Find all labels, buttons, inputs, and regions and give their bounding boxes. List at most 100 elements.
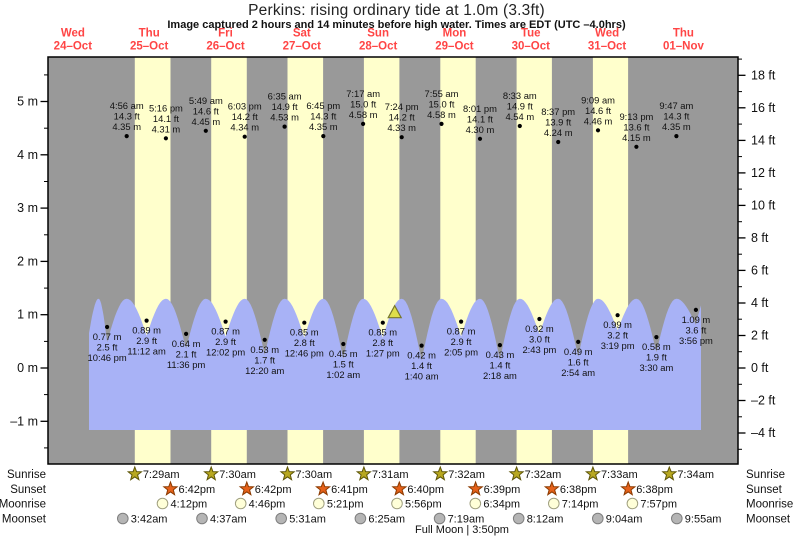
moonrise-time: 7:14pm (562, 499, 599, 511)
moonset-icon (275, 512, 288, 525)
high-tide-ft: 13.6 ft (623, 121, 649, 132)
sunset-icon (467, 480, 484, 496)
high-tide-m: 4.35 m (112, 121, 141, 132)
moonset-icon (592, 512, 604, 525)
moonset-event: 6:25am (354, 512, 405, 526)
moonset-icon (671, 512, 683, 525)
low-tide-time: 12:02 pm (206, 347, 245, 358)
moonrise-event: 7:57pm (626, 497, 677, 511)
left-axis-label: 2 m (17, 254, 38, 268)
tide-point-dot (477, 136, 483, 141)
sunrise-icon (279, 465, 296, 481)
left-axis-label: 3 m (17, 201, 38, 215)
astro-row-label-right: Sunrise (746, 469, 785, 481)
right-axis-label: 14 ft (751, 133, 776, 147)
moonrise-event: 7:14pm (548, 497, 599, 511)
low-tide-ft: 3.6 ft (685, 324, 706, 335)
day-name: Wed (61, 28, 85, 40)
low-tide-m: 0.42 m (407, 350, 436, 361)
low-tide-ft: 2.9 ft (215, 336, 236, 347)
high-tide-m: 4.24 m (544, 127, 573, 138)
sunrise-event: 7:30am (279, 465, 332, 481)
sunset-time: 6:41pm (331, 484, 368, 496)
day-date: 24–Oct (54, 41, 93, 53)
tide-point-dot (419, 343, 424, 348)
high-tide-m: 4.35 m (309, 121, 338, 132)
sunrise-time: 7:32am (448, 469, 485, 481)
sunrise-event: 7:30am (203, 465, 256, 481)
low-tide-time: 2:43 pm (522, 344, 556, 355)
day-name: Mon (443, 28, 467, 40)
sunset-event: 6:41pm (315, 480, 368, 496)
high-tide-m: 4.34 m (230, 122, 259, 133)
right-axis-label: –2 ft (751, 394, 776, 408)
left-axis-label: 0 m (17, 361, 38, 375)
sunset-time: 6:42pm (255, 484, 292, 496)
right-axis-label: 0 ft (751, 361, 769, 375)
day-date: 28–Oct (359, 41, 398, 53)
tide-point-dot (399, 135, 404, 140)
moonrise-icon (469, 497, 482, 510)
high-tide-time: 7:17 am (346, 88, 380, 99)
low-tide-time: 2:54 am (561, 367, 595, 378)
low-tide-ft: 1.5 ft (333, 359, 354, 370)
tide-point-dot (439, 121, 444, 126)
tide-point-dot (223, 319, 228, 324)
sunset-event: 6:38pm (543, 480, 597, 496)
day-name: Tue (521, 28, 541, 40)
low-tide-ft: 2.5 ft (97, 341, 118, 352)
moonset-event: 4:37am (196, 512, 247, 526)
high-tide-m: 4.58 m (349, 109, 378, 120)
day-date: 27–Oct (283, 41, 322, 53)
day-date: 26–Oct (206, 41, 245, 53)
high-tide-time: 9:13 pm (619, 111, 653, 122)
moonset-time: 3:42am (131, 514, 168, 526)
sunset-icon (391, 480, 408, 496)
tide-point-dot (341, 341, 346, 347)
high-tide-time: 8:33 am (503, 90, 537, 101)
tide-point-dot (380, 320, 385, 325)
low-tide-time: 3:56 pm (679, 335, 713, 346)
low-tide-ft: 2.1 ft (176, 348, 197, 359)
sunset-icon (162, 480, 179, 496)
low-tide-time: 2:05 pm (444, 347, 478, 358)
astro-row-label-right: Moonrise (746, 499, 793, 511)
high-tide-m: 4.30 m (466, 124, 495, 135)
right-axis-label: 8 ft (751, 231, 769, 245)
high-tide-time: 7:55 am (425, 88, 459, 99)
high-tide-ft: 14.9 ft (272, 101, 298, 112)
high-tide-ft: 13.9 ft (545, 117, 571, 128)
high-tide-m: 4.15 m (622, 132, 651, 143)
low-tide-m: 0.58 m (642, 341, 671, 352)
tide-point-dot (537, 316, 542, 322)
sunset-time: 6:39pm (484, 484, 521, 496)
day-name: Sun (367, 28, 389, 40)
moonset-time: 7:19am (448, 514, 485, 526)
sunrise-event: 7:34am (661, 465, 714, 481)
high-tide-m: 4.53 m (270, 112, 299, 123)
tide-point-dot (576, 339, 581, 344)
tide-point-dot (302, 320, 307, 325)
high-tide-time: 5:16 pm (149, 102, 183, 113)
high-tide-ft: 14.3 ft (114, 111, 140, 122)
low-tide-annotation: 0.42 m1.4 ft1:40 am (405, 343, 439, 382)
tide-point-dot (282, 124, 287, 129)
sunset-icon (620, 480, 637, 496)
moonrise-event: 4:46pm (234, 497, 285, 511)
low-tide-time: 3:30 am (639, 362, 673, 373)
moonrise-time: 5:56pm (405, 499, 442, 511)
sunset-event: 6:42pm (162, 480, 215, 496)
